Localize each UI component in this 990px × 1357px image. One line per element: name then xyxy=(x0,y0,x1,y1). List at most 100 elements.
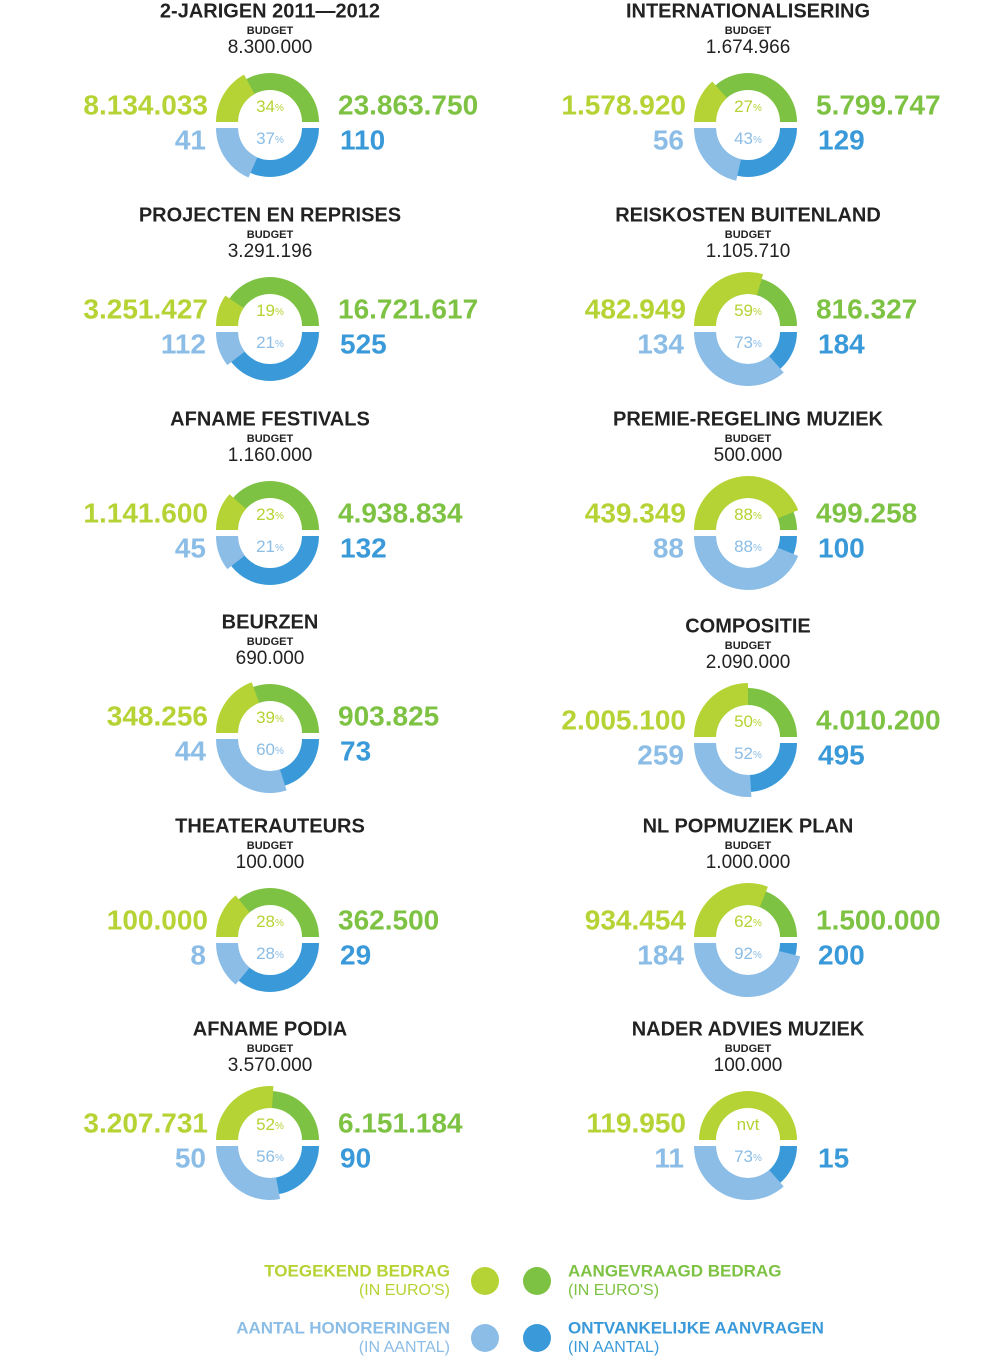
pct-amount: 19% xyxy=(256,301,284,320)
pct-sign: % xyxy=(753,718,762,729)
pct-sign: % xyxy=(753,135,762,146)
requested-amount: 23.863.750 xyxy=(338,89,478,120)
granted-arc xyxy=(216,74,255,122)
granted-arc xyxy=(694,81,727,122)
pct-sign: % xyxy=(753,103,762,114)
legend-label: TOEGEKEND BEDRAG xyxy=(264,1261,450,1280)
requested-amount: 16.721.617 xyxy=(338,293,478,324)
pct-sign: % xyxy=(275,339,284,350)
budget-label: BUDGET xyxy=(247,840,294,852)
requested-amount: 4.010.200 xyxy=(816,704,941,735)
pct-count: 73% xyxy=(734,333,762,352)
budget-label: BUDGET xyxy=(725,840,772,852)
applications-count: 100 xyxy=(818,532,865,563)
honored-arc xyxy=(694,536,799,590)
pct-sign: % xyxy=(275,135,284,146)
applications-count: 73 xyxy=(340,735,371,766)
legend-unit: (IN AANTAL) xyxy=(359,1339,450,1356)
pct-sign: % xyxy=(275,950,284,961)
requested-amount: 903.825 xyxy=(338,700,439,731)
granted-amount: 1.578.920 xyxy=(561,89,686,120)
pct-sign: % xyxy=(753,543,762,554)
requested-amount: 499.258 xyxy=(816,497,917,528)
pct-sign: % xyxy=(753,511,762,522)
legend-dot xyxy=(523,1324,551,1352)
pct-amount: 88% xyxy=(734,505,762,524)
pct-sign: % xyxy=(275,511,284,522)
legend-dot xyxy=(471,1267,499,1295)
legend-label: AANGEVRAAGD BEDRAG xyxy=(568,1261,781,1280)
applications-count: 132 xyxy=(340,532,387,563)
pct-amount: 50% xyxy=(734,712,762,731)
honored-count: 56 xyxy=(653,124,684,155)
pct-number: 43 xyxy=(734,129,753,148)
granted-arc xyxy=(216,295,244,326)
pct-number: nvt xyxy=(737,1115,760,1134)
panel-title: INTERNATIONALISERING xyxy=(626,0,870,22)
pct-number: 19 xyxy=(256,301,275,320)
requested-amount: 5.799.747 xyxy=(816,89,941,120)
budget-label: BUDGET xyxy=(725,1043,772,1055)
requested-amount: 362.500 xyxy=(338,904,439,935)
pct-amount: 59% xyxy=(734,301,762,320)
granted-amount: 2.005.100 xyxy=(561,704,686,735)
honored-arc xyxy=(216,332,245,366)
granted-arc xyxy=(216,1086,274,1140)
budget-label: BUDGET xyxy=(247,25,294,37)
pct-amount: 28% xyxy=(256,912,284,931)
pct-amount: 27% xyxy=(734,97,762,116)
honored-count: 112 xyxy=(161,328,206,359)
budget-value: 500.000 xyxy=(714,445,783,466)
requested-amount: 6.151.184 xyxy=(338,1107,463,1138)
honored-count: 45 xyxy=(175,532,206,563)
pct-number: 56 xyxy=(256,1147,275,1166)
budget-value: 8.300.000 xyxy=(228,37,313,58)
pct-count: 88% xyxy=(734,537,762,556)
applications-arc xyxy=(221,536,319,585)
granted-amount: 348.256 xyxy=(107,700,208,731)
honored-arc xyxy=(216,1146,281,1200)
pct-sign: % xyxy=(753,950,762,961)
pct-number: 27 xyxy=(734,97,753,116)
requested-amount: 4.938.834 xyxy=(338,497,463,528)
budget-label: BUDGET xyxy=(725,25,772,37)
pct-amount: nvt xyxy=(737,1115,760,1134)
pct-count: 60% xyxy=(256,740,284,759)
panel-title: COMPOSITIE xyxy=(685,615,811,637)
pct-sign: % xyxy=(275,918,284,929)
pct-number: 60 xyxy=(256,740,275,759)
applications-count: 29 xyxy=(340,939,371,970)
pct-number: 28 xyxy=(256,912,275,931)
pct-sign: % xyxy=(753,750,762,761)
pct-number: 92 xyxy=(734,944,753,963)
panel-title: NADER ADVIES MUZIEK xyxy=(632,1018,865,1040)
requested-amount: 1.500.000 xyxy=(816,904,941,935)
granted-arc xyxy=(694,683,748,737)
panel-title: 2-JARIGEN 2011—2012 xyxy=(160,0,380,22)
budget-label: BUDGET xyxy=(247,433,294,445)
budget-value: 2.090.000 xyxy=(706,652,791,673)
pct-number: 52 xyxy=(256,1115,275,1134)
panel-title: NL POPMUZIEK PLAN xyxy=(643,815,854,837)
granted-amount: 8.134.033 xyxy=(83,89,208,120)
requested-arc xyxy=(221,481,319,530)
budget-value: 1.000.000 xyxy=(706,852,791,873)
requested-arc xyxy=(221,888,319,937)
honored-arc xyxy=(216,128,258,178)
applications-arc xyxy=(221,332,319,381)
requested-arc xyxy=(699,73,797,122)
budget-label: BUDGET xyxy=(247,229,294,241)
panel-title: PROJECTEN EN REPRISES xyxy=(139,204,401,226)
honored-arc xyxy=(694,743,752,798)
applications-count: 200 xyxy=(818,939,865,970)
granted-arc xyxy=(216,682,260,733)
legend-unit: (IN EURO'S) xyxy=(359,1282,450,1299)
pct-amount: 39% xyxy=(256,708,284,727)
pct-number: 88 xyxy=(734,505,753,524)
budget-label: BUDGET xyxy=(725,433,772,445)
honored-count: 8 xyxy=(190,939,206,970)
honored-count: 11 xyxy=(654,1142,684,1173)
applications-count: 15 xyxy=(818,1142,849,1173)
pct-sign: % xyxy=(275,543,284,554)
